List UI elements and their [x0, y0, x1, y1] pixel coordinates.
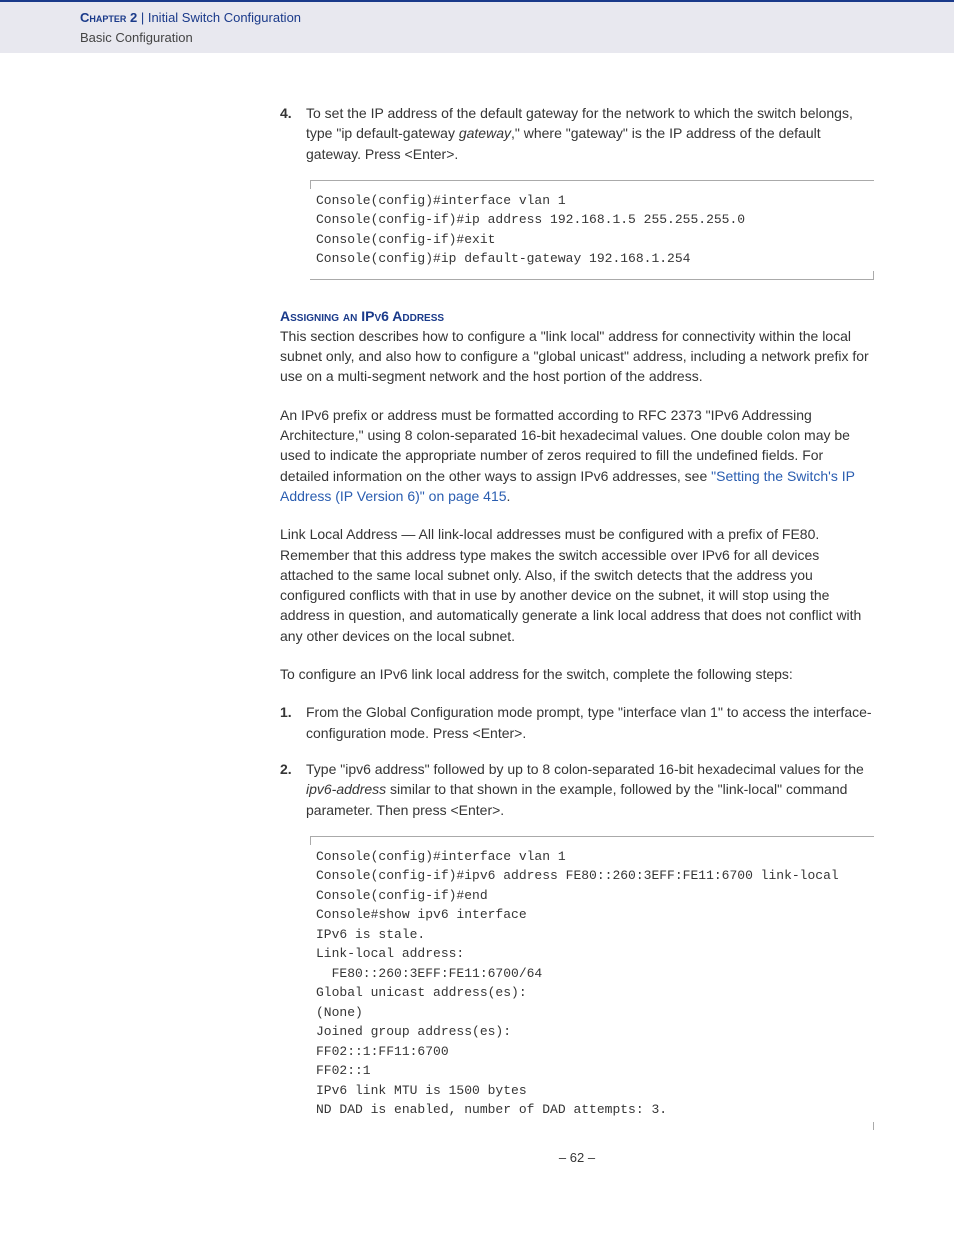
page-content: 4. To set the IP address of the default …: [280, 53, 874, 1165]
step-2: 2. Type "ipv6 address" followed by up to…: [280, 759, 874, 820]
page-number: – 62 –: [280, 1150, 874, 1165]
step-number: 1.: [280, 702, 306, 743]
step-text: Type "ipv6 address" followed by up to 8 …: [306, 759, 874, 820]
step-1: 1. From the Global Configuration mode pr…: [280, 702, 874, 743]
paragraph: This section describes how to configure …: [280, 326, 874, 387]
step-number: 2.: [280, 759, 306, 820]
text-fragment: Type "ipv6 address" followed by up to 8 …: [306, 761, 864, 777]
paragraph: Link Local Address — All link-local addr…: [280, 524, 874, 646]
code-block-1: Console(config)#interface vlan 1 Console…: [310, 180, 874, 280]
text-italic: ipv6-address: [306, 781, 386, 797]
page-header: Chapter 2 | Initial Switch Configuration…: [0, 0, 954, 53]
step-number: 4.: [280, 103, 306, 164]
header-line-1: Chapter 2 | Initial Switch Configuration: [80, 8, 954, 28]
header-subtitle: Basic Configuration: [80, 28, 954, 48]
text-fragment: .: [507, 488, 511, 504]
text-fragment: similar to that shown in the example, fo…: [306, 781, 847, 817]
text-italic: gateway: [459, 125, 511, 141]
step-text: To set the IP address of the default gat…: [306, 103, 874, 164]
chapter-title: Initial Switch Configuration: [148, 10, 301, 25]
step-4: 4. To set the IP address of the default …: [280, 103, 874, 164]
code-block-2: Console(config)#interface vlan 1 Console…: [310, 836, 874, 1130]
header-separator: |: [137, 10, 148, 25]
paragraph: To configure an IPv6 link local address …: [280, 664, 874, 684]
step-text: From the Global Configuration mode promp…: [306, 702, 874, 743]
section-heading-ipv6: Assigning an IPv6 Address: [280, 308, 874, 324]
paragraph: An IPv6 prefix or address must be format…: [280, 405, 874, 506]
chapter-label: Chapter 2: [80, 10, 137, 25]
